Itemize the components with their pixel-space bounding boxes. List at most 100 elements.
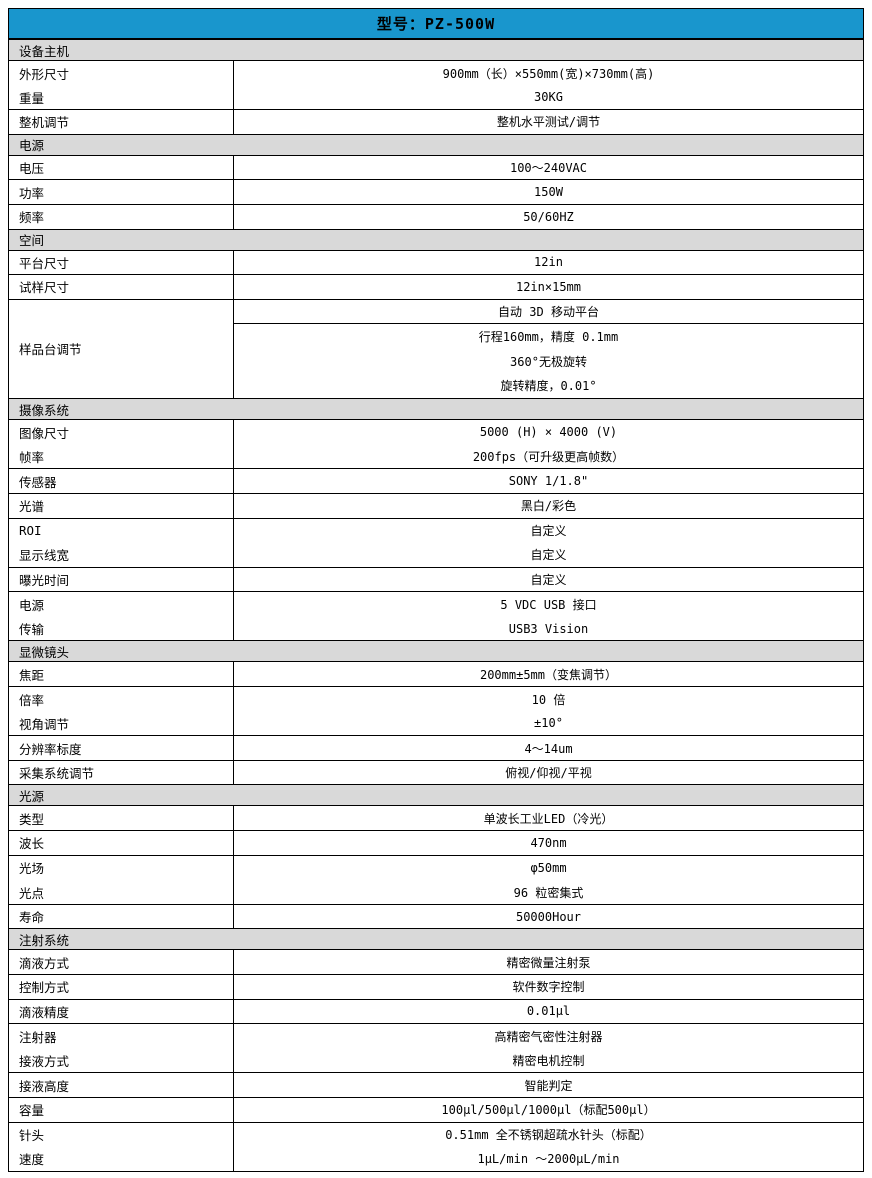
row-value: USB3 Vision — [508, 621, 589, 636]
row-value: 俯视/仰视/平视 — [505, 766, 592, 781]
spec-row: 接液高度 智能判定 — [9, 1073, 863, 1098]
row-label: 传输 — [9, 616, 234, 641]
row-label: 寿命 — [9, 904, 234, 929]
row-label: 传感器 — [9, 469, 234, 493]
spec-row: 倍率 10 倍 — [9, 687, 863, 712]
row-label: 滴液方式 — [9, 950, 234, 974]
spec-row: 帧率 200fps（可升级更高帧数） — [9, 444, 863, 470]
row-label: 接液高度 — [9, 1073, 234, 1097]
row-value: 12in×15mm — [515, 279, 582, 294]
row-label: 注射器 — [9, 1024, 234, 1049]
row-label: 针头 — [9, 1122, 234, 1148]
row-label: 外形尺寸 — [9, 61, 234, 86]
row-value: 自定义 — [530, 548, 567, 563]
row-label: 重量 — [9, 85, 234, 110]
section-title: 注射系统 — [19, 932, 70, 948]
row-label: 类型 — [9, 806, 234, 831]
spec-row: 滴液方式 精密微量注射泵 — [9, 950, 863, 975]
row-label: 功率 — [9, 180, 234, 204]
spec-row: 电源 5 VDC USB 接口 — [9, 592, 863, 617]
row-value: 10 倍 — [531, 692, 566, 707]
row-value: 自定义 — [530, 572, 567, 587]
section-header: 电源 — [9, 134, 863, 156]
row-label: 接液方式 — [9, 1048, 234, 1073]
spec-row: 整机调节 整机水平测试/调节 — [9, 110, 863, 135]
value-line: 360°无极旋转 — [510, 354, 587, 369]
row-label: 样品台调节 — [9, 299, 234, 399]
row-value: 精密电机控制 — [512, 1054, 585, 1069]
value-line: 旋转精度，0.01° — [500, 379, 597, 394]
spec-row: 类型 单波长工业LED（冷光） — [9, 806, 863, 832]
value-line: 行程160mm，精度 0.1mm — [478, 330, 619, 345]
row-value: 自定义 — [530, 524, 567, 539]
spec-row: 波长 470nm — [9, 831, 863, 856]
spec-row: 容量 100μl/500μl/1000μl（标配500μl） — [9, 1097, 863, 1123]
row-label: 平台尺寸 — [9, 250, 234, 275]
row-value: 50000Hour — [515, 909, 582, 924]
spec-row: 传感器 SONY 1/1.8" — [9, 469, 863, 494]
spec-row: 速度 1μL/min ～2000μL/min — [9, 1147, 863, 1172]
spec-row: 分辨率标度 4～14um — [9, 736, 863, 761]
row-value: 0.51mm 全不锈钢超疏水针头（标配） — [445, 1128, 652, 1143]
section-title: 显微镜头 — [19, 644, 70, 660]
row-value: 高精密气密性注射器 — [494, 1029, 603, 1044]
row-value: 5 VDC USB 接口 — [500, 598, 597, 613]
row-label: 光场 — [9, 855, 234, 881]
spec-row: 样品台调节 自动 3D 移动平台行程160mm，精度 0.1mm 360°无极旋转旋… — [9, 299, 863, 400]
row-label: 采集系统调节 — [9, 760, 234, 785]
spec-row: 滴液精度 0.01μl — [9, 999, 863, 1025]
row-value: 200fps（可升级更高帧数） — [472, 450, 625, 465]
section-header: 显微镜头 — [9, 641, 863, 663]
row-value: 4～14um — [524, 741, 573, 756]
spec-grid: 设备主机外形尺寸 900mm（长）×550mm(宽)×730mm(高) 重量 30KG… — [8, 40, 864, 1172]
row-value: ±10° — [534, 716, 563, 731]
row-value: 470nm — [530, 835, 567, 850]
row-value-group: 自动 3D 移动平台行程160mm，精度 0.1mm 360°无极旋转 旋转精度，0… — [234, 300, 863, 398]
row-label: 焦距 — [9, 662, 234, 687]
row-value: 精密微量注射泵 — [506, 955, 591, 970]
row-label: 控制方式 — [9, 975, 234, 999]
row-value: 单波长工业LED（冷光） — [483, 811, 614, 826]
row-value: 软件数字控制 — [512, 980, 585, 995]
spec-row: 传输 USB3 Vision — [9, 616, 863, 642]
spec-row: 平台尺寸 12in — [9, 250, 863, 276]
spec-row: 外形尺寸 900mm（长）×550mm(宽)×730mm(高) — [9, 61, 863, 86]
row-label: ROI — [9, 518, 234, 544]
section-title: 光源 — [19, 788, 45, 804]
spec-row: 显示线宽 自定义 — [9, 543, 863, 568]
spec-row: 采集系统调节 俯视/仰视/平视 — [9, 760, 863, 786]
row-value: 100μl/500μl/1000μl（标配500μl） — [441, 1103, 656, 1118]
row-label: 电压 — [9, 155, 234, 180]
row-value: 12in — [534, 255, 563, 270]
spec-row: 光谱 黑白/彩色 — [9, 493, 863, 519]
row-value: 150W — [534, 185, 563, 200]
spec-row: 寿命 50000Hour — [9, 904, 863, 930]
section-title: 设备主机 — [19, 43, 70, 59]
row-label: 速度 — [9, 1147, 234, 1171]
spec-table: 型号：PZ-500W 设备主机 外形尺寸 900mm（长）×550mm(宽)×730… — [8, 8, 864, 1172]
section-header: 空间 — [9, 229, 863, 251]
row-label: 显示线宽 — [9, 543, 234, 567]
row-value: φ50mm — [530, 860, 567, 875]
row-value: 200mm±5mm（变焦调节） — [479, 667, 618, 682]
row-label: 容量 — [9, 1097, 234, 1122]
value-line: 自动 3D 移动平台 — [234, 300, 863, 325]
section-header: 设备主机 — [9, 40, 863, 61]
row-value: 30KG — [534, 90, 563, 105]
row-label: 光点 — [9, 880, 234, 904]
row-label: 电源 — [9, 592, 234, 617]
row-label: 试样尺寸 — [9, 275, 234, 299]
section-title: 摄像系统 — [19, 402, 70, 418]
row-value: 5000 (H) × 4000 (V) — [479, 425, 618, 440]
section-header: 注射系统 — [9, 929, 863, 951]
spec-row: 试样尺寸 12in×15mm — [9, 275, 863, 300]
row-label: 分辨率标度 — [9, 736, 234, 760]
row-label: 光谱 — [9, 493, 234, 518]
row-label: 波长 — [9, 831, 234, 855]
spec-row: 曝光时间 自定义 — [9, 567, 863, 593]
row-value: 智能判定 — [524, 1078, 573, 1093]
section-title: 电源 — [19, 138, 45, 154]
row-label: 倍率 — [9, 687, 234, 712]
spec-row: 注射器 高精密气密性注射器 — [9, 1024, 863, 1049]
